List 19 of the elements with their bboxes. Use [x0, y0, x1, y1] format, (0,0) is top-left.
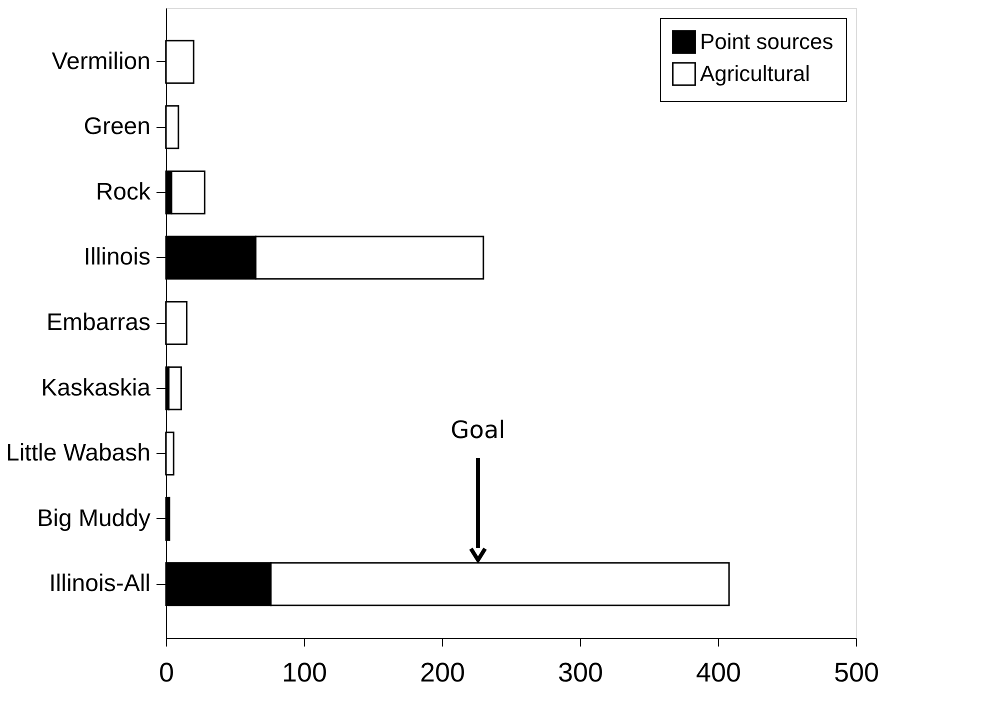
- x-tick-label: 200: [420, 658, 466, 688]
- y-tick-label: Little Wabash: [6, 440, 150, 467]
- x-tick-label: 500: [834, 658, 880, 688]
- x-tick-label: 400: [696, 658, 742, 688]
- x-tick-label: 100: [282, 658, 328, 688]
- y-tick-label: Big Muddy: [37, 504, 150, 532]
- legend-label: Agricultural: [700, 61, 810, 86]
- bar: [168, 366, 182, 410]
- y-tick-label: Kaskaskia: [41, 374, 152, 402]
- x-tick-label: 300: [558, 658, 604, 688]
- y-tick-label: Rock: [96, 178, 152, 206]
- y-tick-label: Illinois: [84, 244, 150, 271]
- annotation: Goal: [450, 416, 506, 444]
- x-tick-label: 0: [158, 658, 174, 688]
- y-tick-label: Green: [84, 113, 150, 140]
- y-tick-label: Vermilion: [52, 48, 150, 75]
- legend-label: Point sources: [700, 29, 834, 54]
- y-tick-label: Embarras: [46, 309, 150, 336]
- y-tick-label: Illinois-All: [49, 570, 150, 598]
